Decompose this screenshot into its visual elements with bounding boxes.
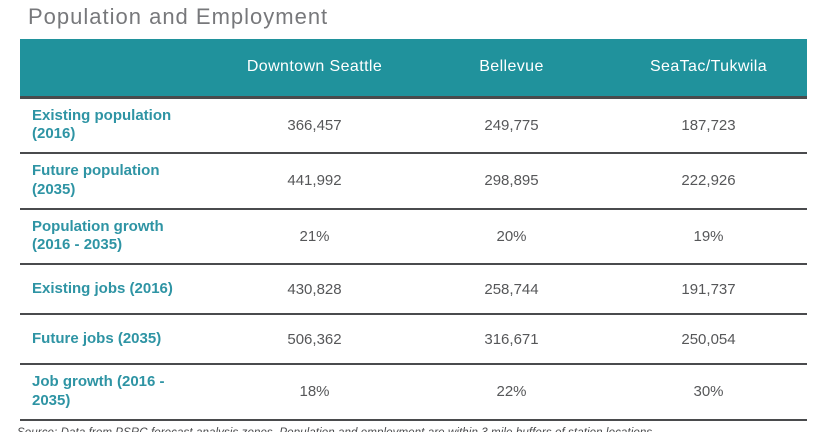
page-title: Population and Employment [28, 4, 329, 29]
cell-value: 21% [216, 207, 413, 264]
row-label: Existing population (2016) [20, 97, 216, 153]
table-row: Existing jobs (2016) 430,828 258,744 191… [20, 263, 807, 314]
row-label: Job growth (2016 - 2035) [20, 363, 216, 421]
table-row: Job growth (2016 - 2035) 18% 22% 30% [20, 363, 807, 421]
cell-value: 258,744 [413, 263, 610, 314]
header-cell-bellevue: Bellevue [413, 39, 610, 99]
cell-value: 22% [413, 363, 610, 421]
cell-value: 19% [610, 207, 807, 264]
cell-value: 187,723 [610, 97, 807, 153]
cell-value: 249,775 [413, 97, 610, 153]
table-row: Future jobs (2035) 506,362 316,671 250,0… [20, 313, 807, 364]
cell-value: 250,054 [610, 313, 807, 364]
cell-value: 30% [610, 363, 807, 421]
cell-value: 20% [413, 207, 610, 264]
table-header: Downtown Seattle Bellevue SeaTac/Tukwila [20, 39, 807, 99]
source-note: Source: Data from PSRC forecast analysis… [17, 427, 821, 432]
row-label: Population growth (2016 - 2035) [20, 207, 216, 264]
cell-value: 191,737 [610, 263, 807, 314]
cell-value: 298,895 [413, 152, 610, 209]
table-row: Future population (2035) 441,992 298,895… [20, 152, 807, 209]
table-body: Existing population (2016) 366,457 249,7… [20, 97, 807, 421]
header-cell-empty [20, 39, 216, 99]
cell-value: 222,926 [610, 152, 807, 209]
cell-value: 441,992 [216, 152, 413, 209]
row-label: Future jobs (2035) [20, 313, 216, 364]
table-row: Existing population (2016) 366,457 249,7… [20, 97, 807, 153]
cell-value: 316,671 [413, 313, 610, 364]
header-cell-seatac-tukwila: SeaTac/Tukwila [610, 39, 807, 99]
row-label: Future population (2035) [20, 152, 216, 209]
page: Population and Employment Downtown Seatt… [0, 4, 821, 432]
table-row: Population growth (2016 - 2035) 21% 20% … [20, 207, 807, 264]
header-row: Downtown Seattle Bellevue SeaTac/Tukwila [20, 39, 807, 99]
cell-value: 430,828 [216, 263, 413, 314]
header-cell-downtown-seattle: Downtown Seattle [216, 39, 413, 99]
population-employment-table: Downtown Seattle Bellevue SeaTac/Tukwila… [20, 39, 807, 421]
cell-value: 506,362 [216, 313, 413, 364]
cell-value: 18% [216, 363, 413, 421]
cell-value: 366,457 [216, 97, 413, 153]
row-label: Existing jobs (2016) [20, 263, 216, 314]
